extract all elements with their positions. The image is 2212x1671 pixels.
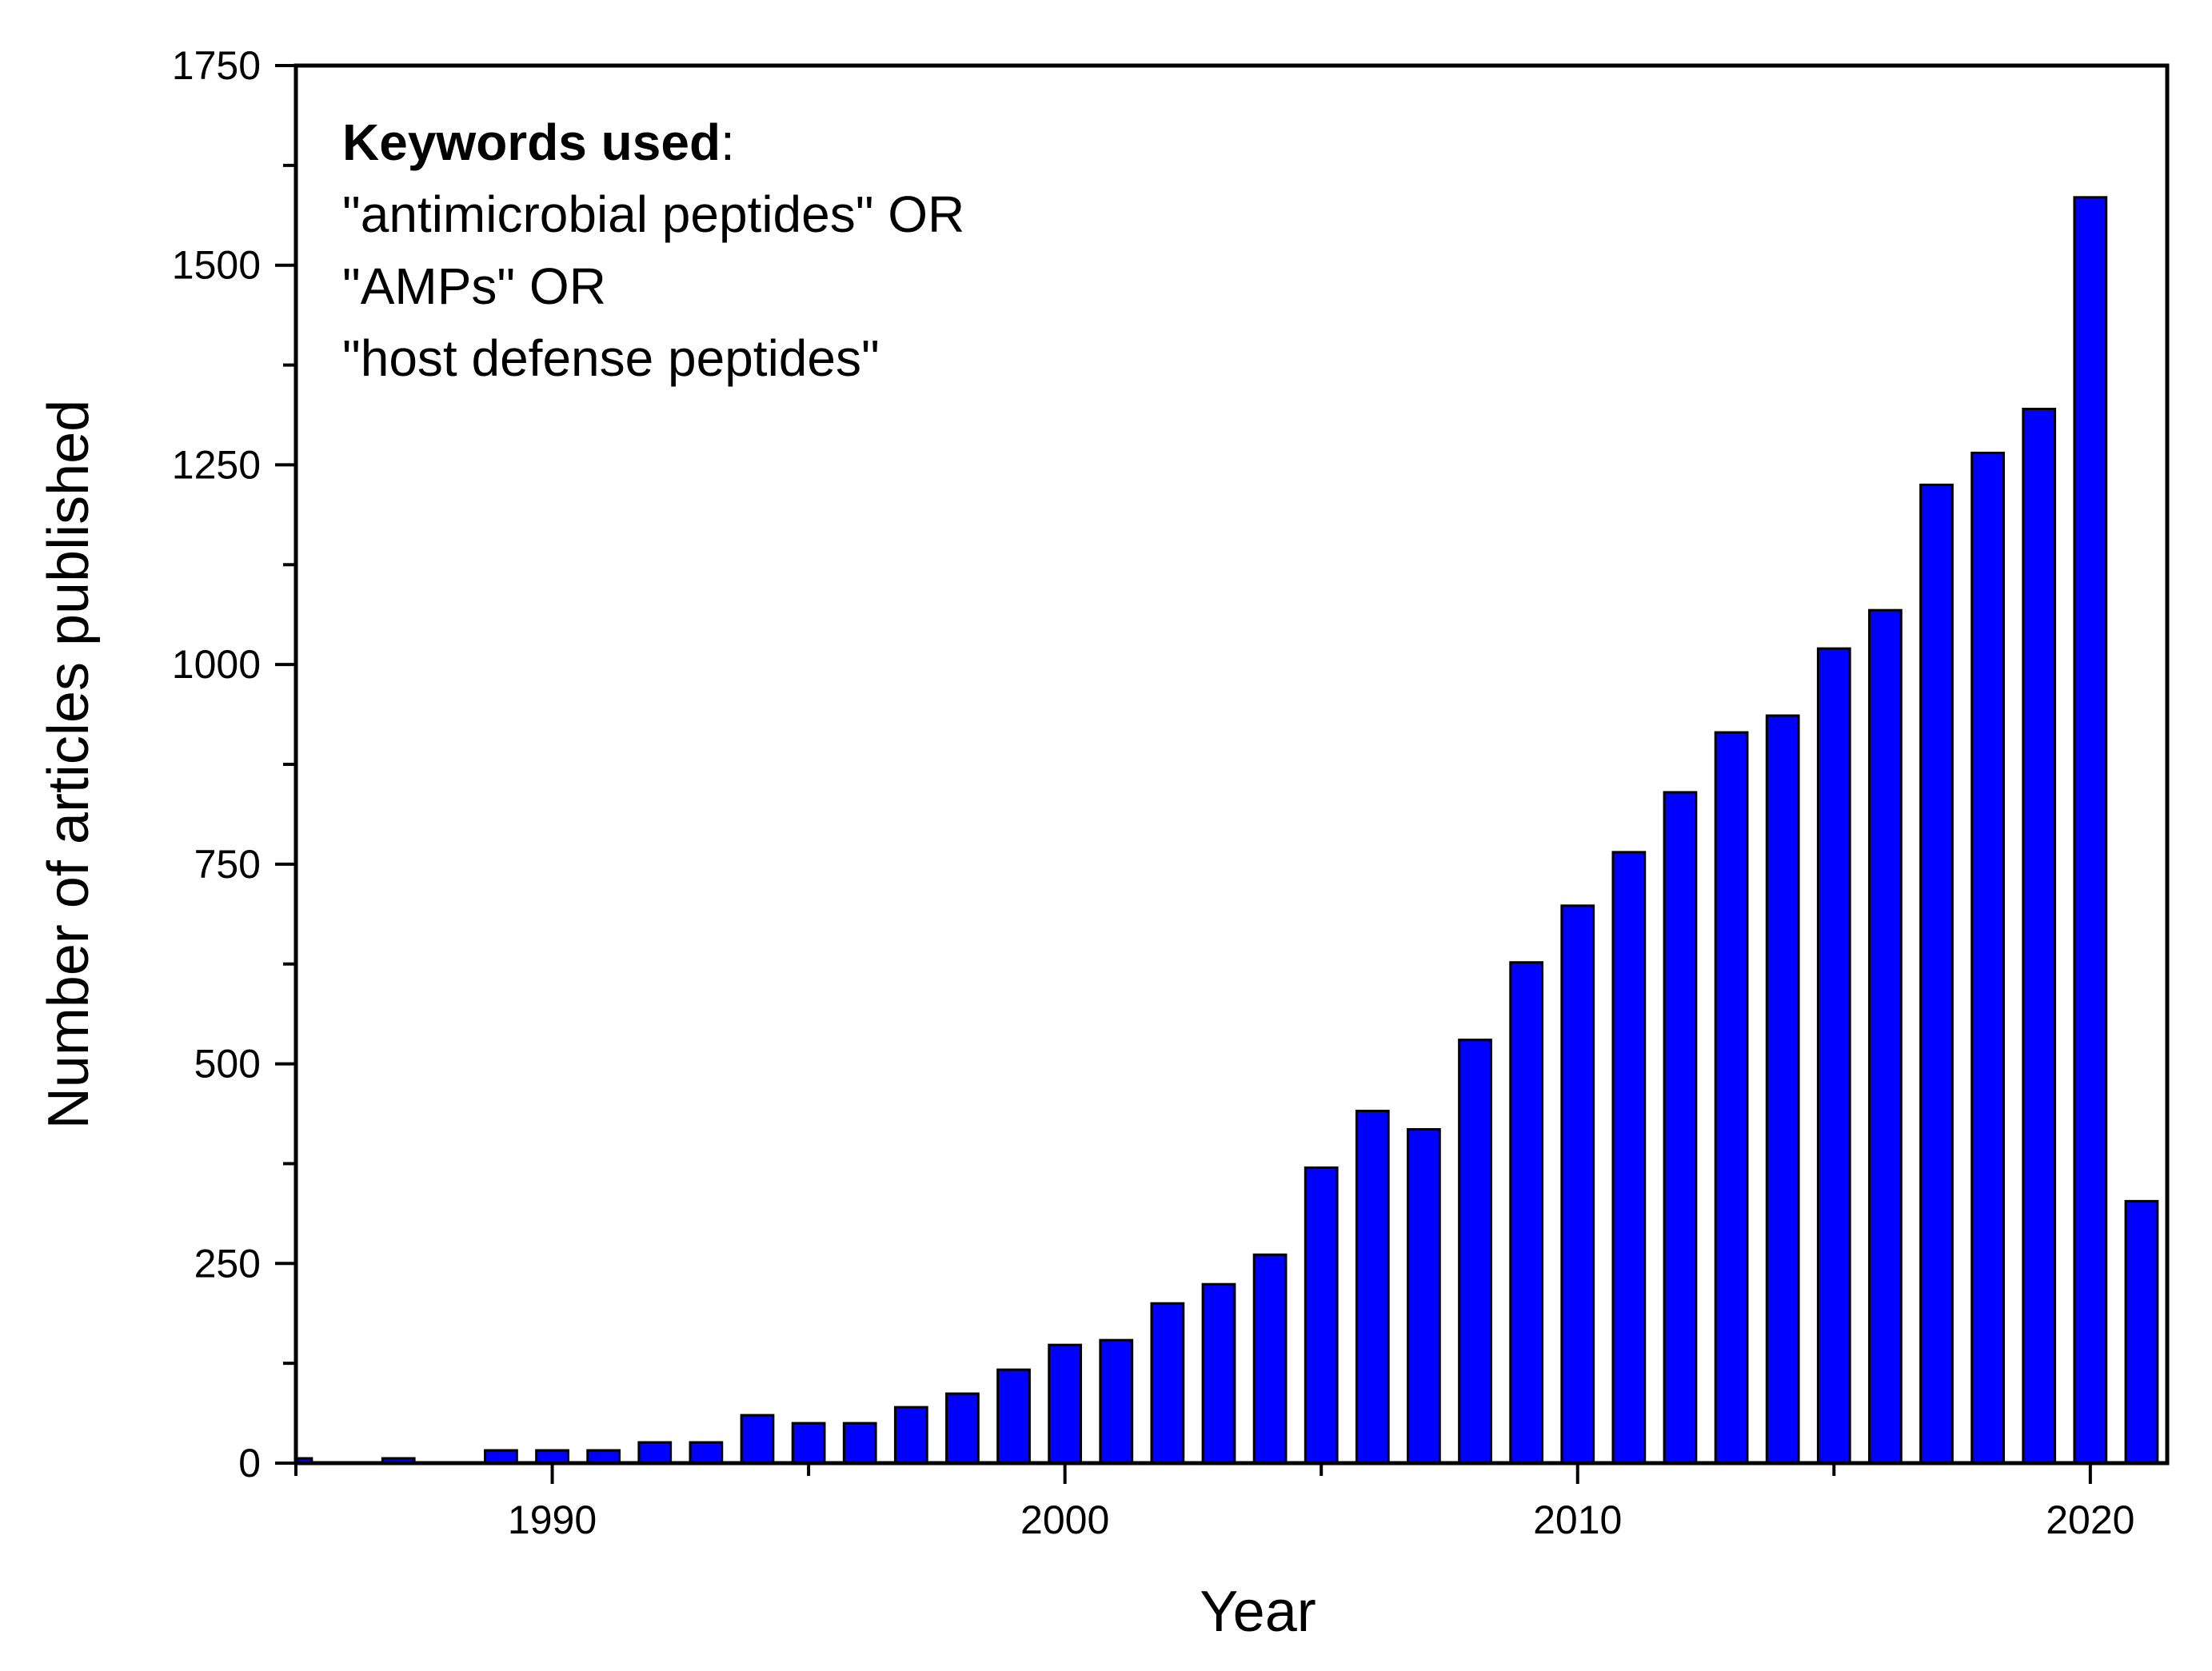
y-axis-ticks: 0 250 500 750 1000 1250 1500 1750 [172,43,296,1486]
bar-2021 [2124,1199,2159,1465]
x-tick-label: 1990 [508,1498,597,1542]
x-axis-ticks: 1990 2000 2010 2020 [294,1463,2134,1542]
bar-1997 [893,1406,928,1465]
bar-2016 [1868,608,1903,1465]
bar-2011 [1611,851,1647,1465]
bar-1993 [689,1441,724,1465]
bar-1996 [842,1422,877,1465]
annotation-line-1: "antimicrobial peptides" OR [342,185,964,243]
bar-2004 [1252,1253,1288,1465]
annotation-line-3: "host defense peptides" [342,329,880,387]
bar-2000 [1048,1343,1083,1465]
bar-2012 [1663,791,1698,1465]
keywords-annotation: Keywords used: "antimicrobial peptides" … [342,114,964,387]
y-tick-label: 250 [194,1241,261,1286]
bar-1999 [996,1368,1031,1465]
x-tick-label: 2020 [2046,1498,2134,1542]
annotation-heading-colon: : [721,114,735,171]
y-axis-title: Number of articles published [37,400,101,1129]
x-tick-label: 2000 [1020,1498,1109,1542]
bar-2020 [2073,196,2108,1465]
x-tick-label: 2010 [1533,1498,1622,1542]
bar-2008 [1458,1039,1492,1465]
y-tick-label: 1750 [172,43,261,88]
bar-2009 [1509,961,1544,1465]
bar-2014 [1765,714,1800,1465]
bar-2003 [1201,1282,1236,1465]
x-axis-title: Year [1200,1580,1316,1644]
annotation-line-2: "AMPs" OR [342,257,606,315]
annotation-heading: Keywords used: [342,114,735,171]
y-tick-label: 750 [194,842,261,887]
bar-2007 [1407,1127,1441,1465]
bar-2019 [2022,408,2057,1465]
bar-2018 [1970,451,2005,1465]
bar-1998 [945,1392,980,1465]
bar-2006 [1355,1110,1390,1465]
y-tick-label: 1250 [172,442,261,487]
bar-2001 [1099,1338,1134,1465]
bar-2002 [1150,1302,1185,1465]
bar-1994 [740,1414,775,1465]
y-tick-label: 1000 [172,642,261,687]
bar-1995 [791,1422,826,1465]
bar-1992 [637,1441,673,1465]
bar-2017 [1919,483,1954,1465]
y-tick-label: 500 [194,1042,261,1087]
bar-2005 [1304,1166,1339,1465]
y-tick-label: 0 [238,1441,261,1486]
bar-2010 [1560,904,1595,1465]
bar-2013 [1714,731,1749,1465]
annotation-heading-bold: Keywords used [342,114,721,171]
bars-group [294,196,2159,1465]
y-tick-label: 1500 [172,243,261,288]
bar-2015 [1816,647,1851,1465]
